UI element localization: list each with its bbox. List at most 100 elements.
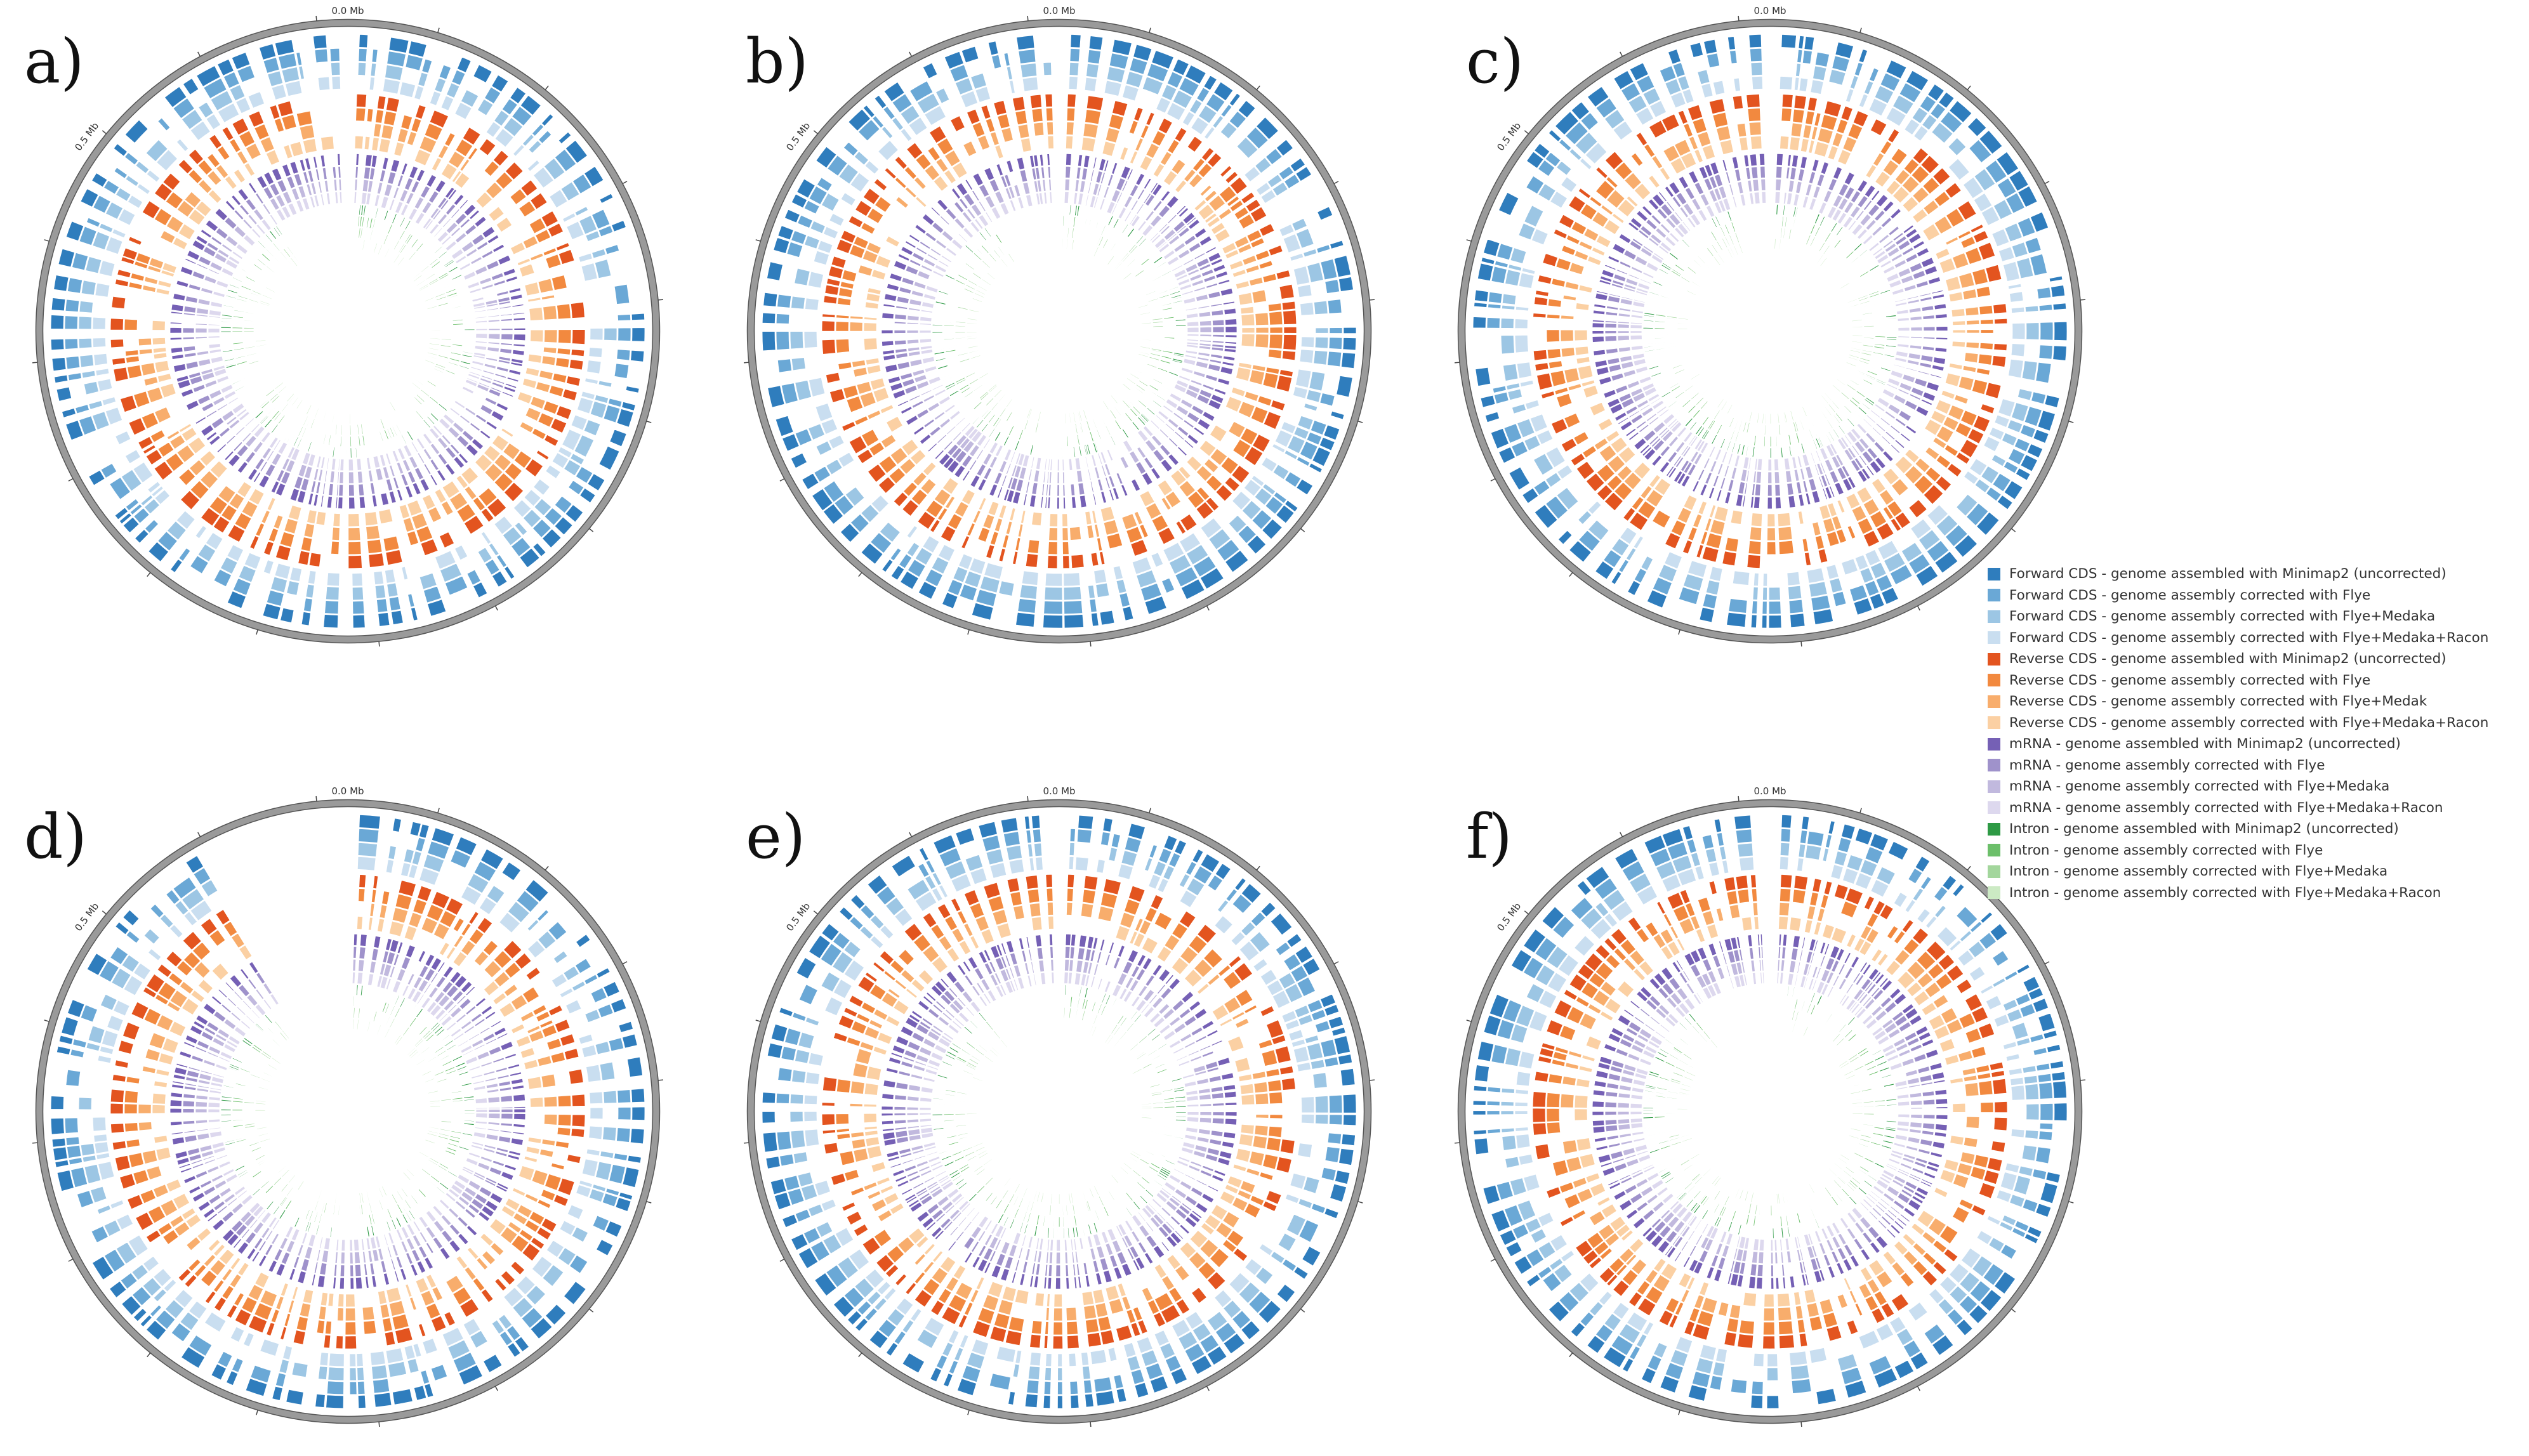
reverse-cds-track [152, 135, 544, 527]
forward-cds-track [64, 48, 631, 615]
scale-tick [858, 1353, 862, 1358]
intron-track [954, 1007, 1164, 1216]
legend-swatch [1988, 716, 2000, 730]
scale-tick [1466, 239, 1472, 242]
scale-tick [2080, 299, 2086, 301]
forward-cds-track [1472, 814, 2068, 1409]
scale-tick [755, 239, 761, 242]
forward-cds-track [1486, 48, 2054, 615]
legend-label: mRNA - genome assembled with Minimap2 (u… [2009, 736, 2401, 752]
scale-tick [589, 1308, 594, 1313]
reverse-cds-track [821, 93, 1297, 569]
scale-tick [589, 528, 594, 532]
scale-tick [68, 1258, 74, 1262]
scale-label-top: 0.0 Mb [1043, 5, 1075, 16]
intron-track [932, 204, 1187, 459]
legend-item: mRNA - genome assembly corrected with Fl… [1988, 755, 2521, 777]
scale-ring-inner-edge [1464, 806, 2076, 1417]
mrna-track [1630, 971, 1910, 1252]
mrna-track [169, 933, 526, 1290]
scale-tick [2044, 961, 2050, 965]
legend-swatch [1988, 674, 2000, 687]
scale-tick [1090, 641, 1092, 647]
legend-label: Reverse CDS - genome assembly corrected … [2009, 693, 2427, 710]
circos-panel: a)0.0 Mb0.5 Mb [24, 5, 664, 647]
intron-track [1677, 1019, 1863, 1204]
legend-swatch [1988, 759, 2000, 772]
legend-item: Intron - genome assembly corrected with … [1988, 882, 2521, 904]
scale-tick [1678, 629, 1680, 635]
scale-tick [1369, 299, 1375, 301]
scale-tick [646, 1201, 652, 1203]
scale-ring-inner-edge [1464, 25, 2076, 637]
mrna-track [182, 166, 513, 497]
scale-label-top: 0.0 Mb [331, 785, 364, 797]
legend: Forward CDS - genome assembled with Mini… [1988, 563, 2521, 903]
scale-tick [32, 362, 38, 364]
forward-cds-track [1514, 75, 2026, 587]
scale-tick [494, 605, 498, 611]
scale-tick [967, 1410, 970, 1415]
legend-swatch [1988, 886, 2000, 900]
intron-track [943, 996, 1175, 1228]
scale-tick [147, 1353, 151, 1358]
scale-tick [909, 832, 913, 837]
scale-tick [1027, 15, 1029, 22]
scale-tick [1859, 808, 1862, 813]
scale-tick [779, 1258, 785, 1262]
scale-tick [1620, 832, 1623, 837]
scale-tick [1569, 572, 1573, 577]
scale-ring [747, 799, 1371, 1424]
mrna-track [1630, 191, 1910, 471]
forward-cds-track [1500, 842, 2040, 1381]
scale-tick [102, 910, 107, 915]
scale-ring-outer-edge [1457, 18, 2083, 644]
intron-track [254, 239, 441, 424]
forward-cds-track [92, 75, 604, 587]
panel-letter: a) [24, 26, 84, 97]
scale-tick [622, 961, 628, 965]
scale-tick [315, 15, 317, 22]
legend-label: mRNA - genome assembly corrected with Fl… [2009, 757, 2325, 773]
intron-track [220, 204, 475, 459]
forward-cds-track [776, 828, 1343, 1395]
legend-item: Reverse CDS - genome assembled with Mini… [1988, 648, 2521, 670]
mrna-track [906, 178, 1212, 484]
scale-tick [1149, 27, 1151, 33]
scale-tick [755, 1020, 761, 1022]
reverse-cds-track [152, 915, 544, 1308]
scale-tick [2011, 528, 2016, 532]
reverse-cds-track [1546, 888, 1994, 1335]
scale-tick [1917, 605, 1920, 611]
circos-panel: e)0.0 Mb0.5 Mb [743, 785, 1375, 1427]
intron-track [243, 227, 452, 436]
mrna-track [195, 178, 501, 484]
intron-track [232, 995, 464, 1227]
legend-label: Intron - genome assembly corrected with … [2009, 884, 2441, 901]
forward-cds-track [803, 856, 1315, 1367]
intron-track [1677, 238, 1863, 424]
legend-swatch [1988, 652, 2000, 666]
legend-label: Reverse CDS - genome assembled with Mini… [2009, 651, 2446, 667]
scale-tick [1917, 1386, 1920, 1391]
scale-label-top: 0.0 Mb [1753, 785, 1786, 797]
forward-cds-track [50, 34, 645, 629]
reverse-cds-track [1574, 915, 1966, 1308]
scale-tick [545, 865, 549, 870]
scale-tick [2011, 1308, 2016, 1313]
legend-label: Forward CDS - genome assembly corrected … [2009, 608, 2436, 625]
scale-tick [1206, 1386, 1210, 1391]
legend-swatch [1988, 567, 2000, 580]
scale-tick [1256, 865, 1260, 870]
forward-cds-track [50, 814, 645, 1409]
scale-tick [1256, 85, 1260, 90]
mrna-track [881, 933, 1238, 1290]
forward-cds-track [64, 828, 631, 1395]
legend-swatch [1988, 822, 2000, 836]
forward-cds-track [78, 62, 617, 601]
mrna-track [208, 971, 488, 1252]
scale-ring [747, 19, 1371, 643]
forward-cds-track [92, 856, 604, 1367]
legend-label: Forward CDS - genome assembled with Mini… [2009, 566, 2446, 582]
scale-tick [1800, 1421, 1802, 1427]
